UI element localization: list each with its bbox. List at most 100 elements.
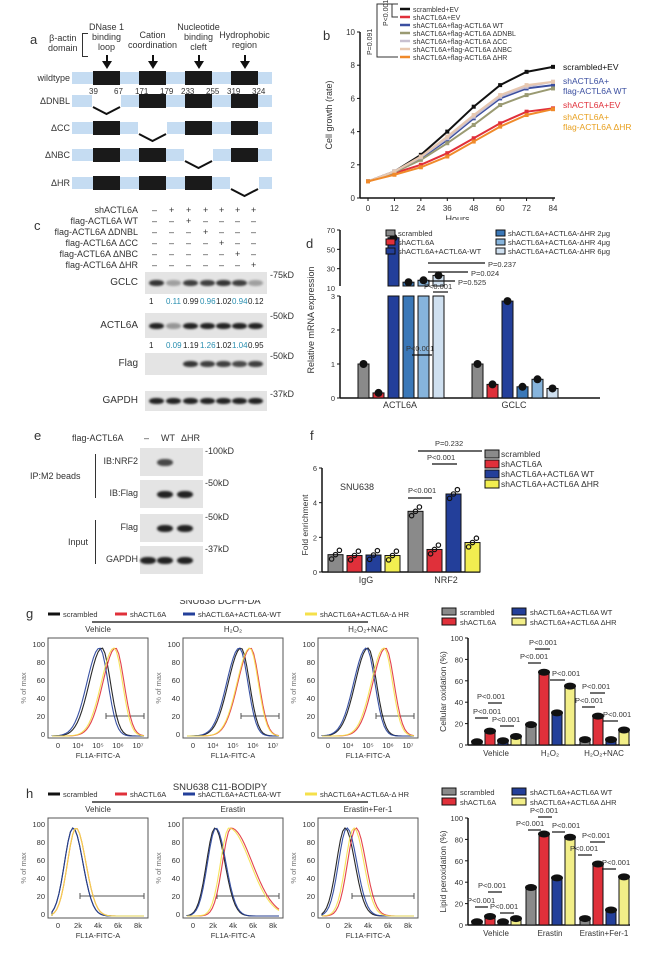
panel-d-mrna-chart: 0 1 2 310 30 50 70 Relative mRNA expression ACTL… [306,226,610,410]
end-annotation: flag-ACTL6A ΔHR [563,122,632,132]
deletion-gap [138,121,167,135]
data-point [408,512,415,519]
group-bracket [95,520,96,564]
histogram-line [187,827,280,917]
data-point [551,874,563,882]
subplot-title: Erastin+Fer-1 [344,805,393,814]
x-tick-label: 4k [94,921,102,930]
protein-band [216,361,231,367]
x-tick-label: 0 [326,921,330,930]
y-tick-label: 40 [455,878,463,887]
legend-swatch [385,247,396,255]
end-annotation: shACTL6A+ [563,76,609,86]
residue-end: 67 [114,87,123,96]
legend-swatch [385,238,396,246]
data-point [551,64,555,69]
y-tick-label: 100 [32,820,45,829]
x-tick-label: 2k [344,921,352,930]
domain-box [139,71,166,85]
y-tick-label: 1 [331,360,335,369]
region-label: DNase 1 binding loop [88,22,124,52]
protein-band [232,280,247,286]
x-tick-label: 60 [496,204,505,213]
data-point [469,539,476,546]
quant-value: 1.19 [183,341,199,350]
legend-swatch [511,787,527,796]
category-label: GCLC [501,400,527,410]
legend-label: scrambled+EV [413,7,459,14]
x-tick-label: 10⁷ [267,741,278,750]
arrow-down-icon [147,61,158,69]
residue-start: 39 [89,87,98,96]
axis-break [336,287,446,294]
legend-label: shACTL6A+ACTL6A ΔHR [501,479,599,489]
category-label: Erastin [538,929,563,938]
legend-swatch [441,617,457,626]
condition-mark: – [219,227,225,237]
backbone-bar [72,122,272,134]
blot-label: GCLC [110,277,138,288]
y-tick-label: 40 [172,874,180,883]
condition-mark: – [169,249,175,259]
condition-label: flag-ACTL6A ΔNBC [59,249,138,259]
series-line [367,107,554,183]
data-point [497,737,509,745]
panel-label-g: g [26,606,34,621]
condition-label: shACTL6A [94,205,138,215]
data-point [518,382,527,391]
data-point [328,556,335,562]
data-point [374,388,383,397]
data-point [389,552,396,559]
legend-label: shACTL6A+ACTL6A WT [501,469,594,479]
stat-label: P<0.001 [552,821,580,830]
chevron-line [92,106,121,116]
x-tick-label: 6k [384,921,392,930]
bar [618,876,630,926]
y-tick-label: 20 [455,720,463,729]
legend-swatch [484,469,500,479]
stat-label: P<0.001 [529,638,557,647]
y-tick-label: 100 [450,814,463,823]
x-tick-label: 2k [74,921,82,930]
condition-mark: – [203,238,209,248]
y-tick-label: 4 [313,499,317,508]
condition-mark: – [169,227,175,237]
blot-label: GAPDH [102,395,138,406]
legend-label: shACTL6A [398,238,434,247]
y-tick-label: 60 [172,676,180,685]
data-point [533,375,542,384]
series-line [367,80,554,183]
histogram-line [51,828,144,917]
legend-swatch [511,797,527,806]
category-label: Vehicle [483,749,509,758]
condition-mark: – [152,216,158,226]
condition-mark: – [169,238,175,248]
protein-band [248,280,263,286]
stat-label: P=0.237 [488,260,516,269]
x-tick-label: 10⁷ [132,741,143,750]
data-point [412,508,419,515]
legend-label: shACTL6A+ACTL6A-Δ HR [320,610,410,619]
data-point [366,179,370,184]
data-point [484,727,496,735]
stat-label: P<0.001 [406,344,434,353]
y-tick-label: 80 [37,658,45,667]
condition-mark: + [251,260,257,270]
x-tick-label: 0 [326,741,330,750]
condition-mark: – [203,216,209,226]
x-tick-label: 0 [56,921,60,930]
lane-label: ΔHR [181,433,201,443]
arrow-down-icon [101,61,112,69]
condition-mark: – [251,216,257,226]
data-point [351,552,358,559]
y-tick-label: 6 [351,94,356,103]
bar [501,300,514,399]
histogram-line [187,647,279,737]
data-point [551,107,555,112]
y-tick-label: 40 [455,698,463,707]
stat-label: P<0.001 [575,696,603,705]
stat-label: P<0.001 [516,819,544,828]
subplot-title: Erastin [221,805,246,814]
data-point [538,830,550,838]
